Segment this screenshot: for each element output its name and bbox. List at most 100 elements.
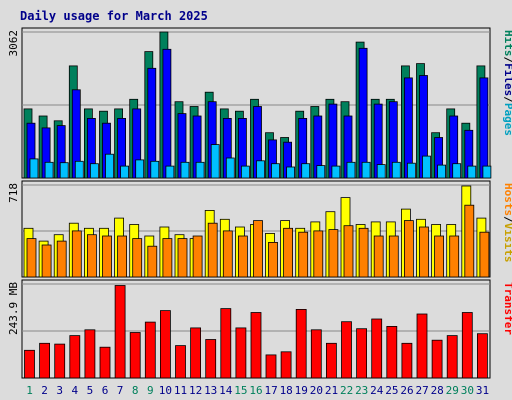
transfer-bar — [401, 342, 413, 379]
pages-bar — [406, 162, 416, 179]
chart-panels: 3062Hits/Files/Pages718Hosts/Visits243.9… — [7, 27, 512, 379]
day-label: 3 — [56, 384, 63, 397]
y-max-label: 718 — [7, 183, 20, 203]
pages-bar — [482, 165, 492, 179]
files-bar — [358, 47, 368, 179]
legend-entry-pages: Pages — [502, 103, 512, 136]
transfer-bar — [84, 329, 96, 379]
day-label: 8 — [132, 384, 139, 397]
pages-bar — [120, 165, 129, 179]
hosts-bar — [56, 240, 67, 278]
files-bar — [162, 48, 172, 179]
transfer-bar — [69, 335, 81, 379]
day-label: 17 — [264, 384, 277, 397]
pages-bar — [135, 159, 145, 179]
day-label: 19 — [295, 384, 308, 397]
transfer-bar — [39, 342, 50, 379]
hosts-bar — [102, 235, 112, 278]
day-label: 29 — [446, 384, 459, 397]
day-label: 10 — [159, 384, 172, 397]
hosts-bar — [162, 238, 173, 278]
transfer-panel: 243.9 MB Transfer — [7, 279, 512, 379]
transfer-bar — [386, 325, 398, 379]
transfer-bar — [24, 349, 35, 379]
day-label: 27 — [415, 384, 428, 397]
day-label: 28 — [431, 384, 444, 397]
pages-bar — [301, 163, 311, 179]
legend-entry-hits: Hits — [502, 30, 512, 57]
legend-entry-files: Files — [502, 63, 512, 96]
hosts-bar — [41, 244, 52, 278]
hits-files-pages-legend-label: Hits/Files/Pages — [502, 30, 512, 136]
day-label: 31 — [476, 384, 489, 397]
day-label: 16 — [249, 384, 262, 397]
pages-bar — [165, 165, 175, 179]
y-max-label: 3062 — [7, 30, 20, 57]
transfer-bar — [356, 328, 368, 379]
pages-bar — [346, 161, 356, 179]
transfer-bar — [431, 339, 443, 379]
pages-bar — [422, 155, 431, 179]
pages-bar — [467, 165, 477, 179]
hosts-bar — [283, 227, 294, 278]
pages-bar — [256, 160, 265, 179]
pages-bar — [225, 157, 235, 179]
legend-entry-visits: Visits — [502, 223, 512, 263]
transfer-bar — [129, 332, 141, 379]
day-label: 4 — [71, 384, 78, 397]
day-label: 7 — [117, 384, 124, 397]
day-label: 21 — [325, 384, 338, 397]
day-label: 15 — [234, 384, 247, 397]
transfer-bar — [461, 312, 473, 379]
pages-bar — [210, 144, 220, 179]
hosts-bar — [177, 238, 188, 278]
hosts-bar — [87, 234, 97, 278]
day-label: 30 — [461, 384, 474, 397]
hosts-bar — [388, 235, 399, 278]
legend-separator: / — [502, 96, 512, 103]
pages-bar — [452, 163, 462, 179]
day-label: 26 — [400, 384, 413, 397]
transfer-bar — [220, 308, 232, 379]
day-label: 18 — [280, 384, 293, 397]
day-label: 9 — [147, 384, 154, 397]
transfer-bar — [325, 342, 337, 379]
day-label: 2 — [41, 384, 48, 397]
transfer-bar — [235, 327, 247, 379]
pages-bar — [316, 165, 326, 179]
pages-bar — [74, 160, 84, 179]
day-label: 5 — [87, 384, 94, 397]
transfer-bar — [205, 339, 217, 379]
day-label: 14 — [219, 384, 233, 397]
pages-bar — [44, 161, 54, 179]
transfer-bar — [280, 351, 292, 379]
pages-bar — [240, 165, 250, 179]
hosts-bar — [132, 238, 143, 278]
hosts-bar — [147, 245, 158, 278]
pages-bar — [195, 161, 205, 179]
chart-title: Daily usage for March 2025 — [20, 9, 208, 23]
day-label: 11 — [174, 384, 187, 397]
hosts-visits-panel: 718 Hosts/Visits — [7, 180, 512, 278]
day-label: 13 — [204, 384, 217, 397]
legend-entry-hosts: Hosts — [502, 183, 512, 216]
transfer-bar — [250, 312, 262, 379]
pages-bar — [59, 162, 69, 179]
pages-bar — [361, 161, 371, 179]
legend-entry-transfer: Transfer — [502, 282, 512, 335]
hosts-bar — [253, 220, 263, 278]
hosts-bar — [373, 235, 384, 278]
transfer-bar — [310, 329, 322, 379]
hosts-bar — [207, 222, 218, 278]
pages-bar — [391, 161, 401, 179]
hosts-bar — [343, 225, 354, 278]
hosts-bar — [434, 235, 445, 278]
pages-bar — [150, 160, 160, 179]
legend-separator: / — [502, 216, 512, 223]
transfer-bar — [371, 318, 383, 379]
day-label: 1 — [26, 384, 33, 397]
pages-bar — [376, 164, 386, 179]
hosts-bar — [192, 235, 203, 278]
legend-separator: / — [502, 57, 512, 64]
